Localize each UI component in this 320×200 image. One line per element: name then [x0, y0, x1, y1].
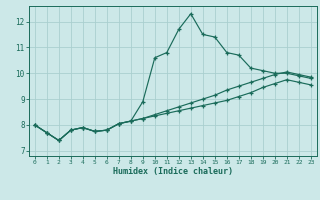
X-axis label: Humidex (Indice chaleur): Humidex (Indice chaleur)	[113, 167, 233, 176]
